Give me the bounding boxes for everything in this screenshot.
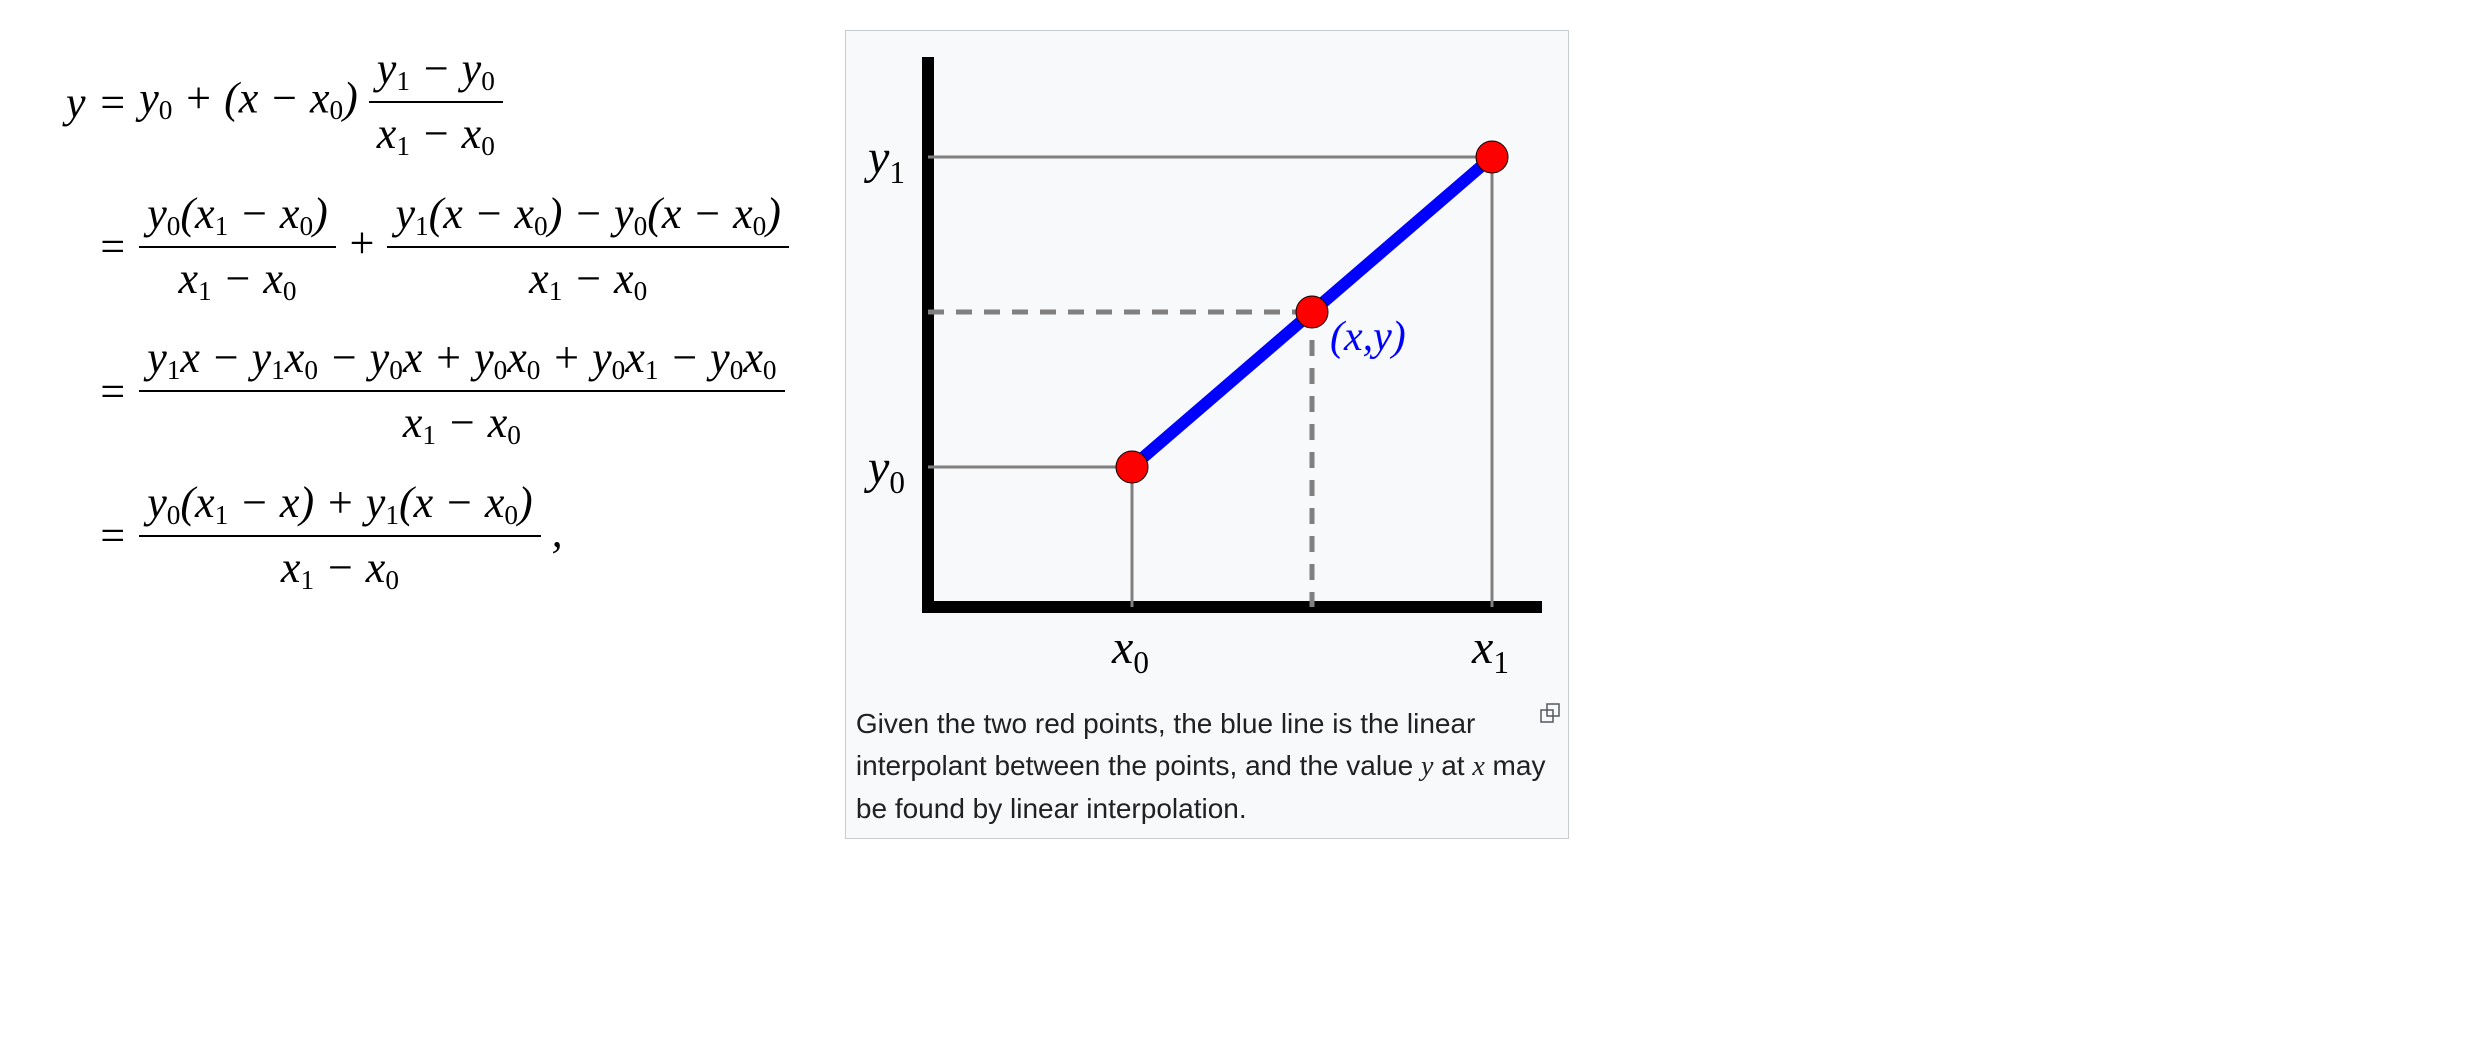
interpolation-diagram: y1 y0 x0 x1 (x,y) (852, 37, 1552, 697)
row3-fraction: y1x − y1x0 − y0x + y0x0 + y0x1 − y0x0 x1… (139, 327, 784, 456)
row4-rhs: y0(x1 − x) + y1(x − x0) x1 − x0 , (133, 464, 795, 609)
row2-fraction-1: y0(x1 − x0) x1 − x0 (139, 183, 336, 312)
row2-fraction-2: y1(x − x0) − y0(x − x0) x1 − x0 (387, 183, 788, 312)
equals-sign-3: = (92, 319, 134, 464)
svg-text:(x,y): (x,y) (1330, 314, 1406, 360)
row2-rhs: y0(x1 − x0) x1 − x0 + y1(x − x0) − y0(x … (133, 175, 795, 320)
equation-block: y = y0 + (x − x0) y1 − y0 x1 − x0 = y0(x… (60, 30, 795, 608)
equals-sign-4: = (92, 464, 134, 609)
row1-rhs: y0 + (x − x0) y1 − y0 x1 − x0 (133, 30, 795, 175)
row1-fraction: y1 − y0 x1 − x0 (369, 38, 503, 167)
equals-sign: = (92, 30, 134, 175)
equation-table: y = y0 + (x − x0) y1 − y0 x1 − x0 = y0(x… (60, 30, 795, 608)
enlarge-icon[interactable] (1540, 703, 1560, 723)
row3-rhs: y1x − y1x0 − y0x + y0x0 + y0x1 − y0x0 x1… (133, 319, 795, 464)
figure-caption: Given the two red points, the blue line … (852, 697, 1562, 832)
svg-text:x1: x1 (1471, 621, 1509, 680)
equals-sign-2: = (92, 175, 134, 320)
figure-box: y1 y0 x0 x1 (x,y) Given the two red points, … (845, 30, 1569, 839)
svg-text:x0: x0 (1111, 621, 1149, 680)
svg-text:y0: y0 (863, 441, 905, 500)
eq-y: y (66, 78, 86, 127)
svg-text:y1: y1 (863, 131, 905, 190)
row4-fraction: y0(x1 − x) + y1(x − x0) x1 − x0 (139, 472, 540, 601)
